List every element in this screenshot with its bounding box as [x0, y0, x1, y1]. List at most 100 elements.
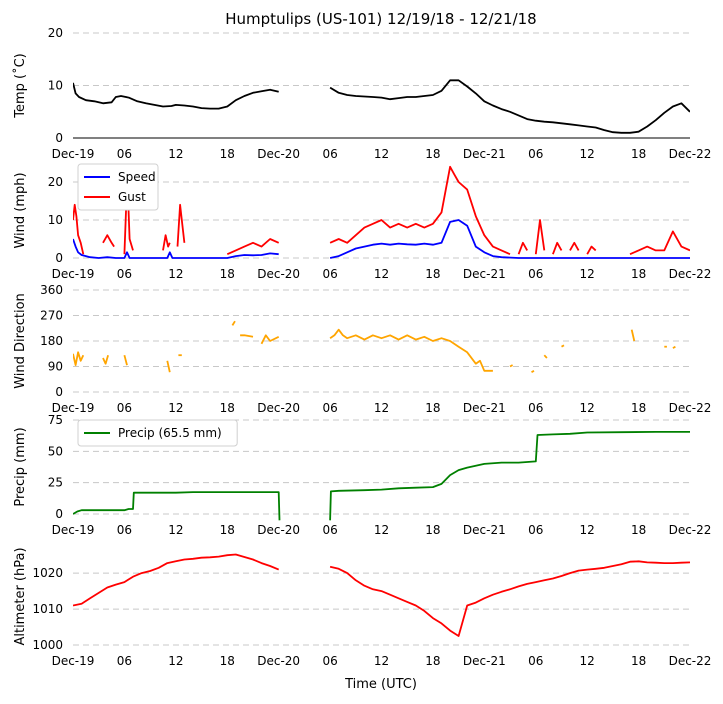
x-tick-label: 18	[425, 267, 440, 281]
y-tick-label: 10	[48, 79, 63, 93]
series-line-direction	[561, 344, 565, 348]
series-line-direction	[102, 354, 109, 365]
x-tick-label: Dec-19	[52, 147, 95, 161]
series-line-gust	[534, 219, 546, 255]
y-axis-label: Temp (˚C)	[12, 53, 28, 119]
series-line-precip	[329, 430, 690, 521]
series-line-direction	[543, 354, 548, 359]
x-tick-label: 06	[322, 654, 337, 668]
y-tick-label: 270	[40, 309, 63, 323]
series-line-gust	[102, 234, 115, 248]
series-line-direction	[329, 328, 493, 372]
series-line-temp	[329, 79, 690, 134]
legend-label: Speed	[118, 170, 156, 184]
y-tick-label: 75	[48, 413, 63, 427]
x-tick-label: 18	[631, 523, 646, 537]
panel-3: 0 25 50 75 Dec-19 06 12 18 Dec-20 06 12 18 Dec-21 06 1…	[13, 413, 711, 537]
y-tick-label: 180	[40, 334, 63, 348]
series-line-gust	[629, 230, 690, 256]
legend-label: Precip (65.5 mm)	[118, 426, 222, 440]
x-tick-label: 06	[322, 147, 337, 161]
legend-box	[77, 163, 159, 211]
x-tick-label: 06	[117, 401, 132, 415]
x-tick-label: 12	[580, 147, 595, 161]
y-tick-label: 360	[40, 283, 63, 297]
series-line-direction	[630, 329, 636, 342]
series-line-direction	[123, 354, 128, 366]
y-tick-label: 20	[48, 26, 63, 40]
series-line-direction	[531, 370, 535, 373]
y-tick-label: 0	[55, 251, 63, 265]
y-tick-label: 0	[55, 131, 63, 145]
legend-box	[77, 419, 238, 447]
x-tick-label: Dec-20	[257, 147, 300, 161]
x-tick-label: Dec-21	[463, 654, 506, 668]
x-tick-label: Dec-20	[257, 401, 300, 415]
series-line-direction	[73, 351, 85, 367]
x-axis-label: Time (UTC)	[344, 677, 417, 692]
x-tick-label: Dec-22	[669, 147, 712, 161]
series-line-direction	[166, 360, 171, 373]
y-axis-label: Precip (mm)	[13, 427, 28, 506]
y-axis-label: Altimeter (hPa)	[13, 547, 28, 645]
series-line-gust	[517, 241, 528, 255]
x-tick-label: 12	[374, 654, 389, 668]
x-tick-label: 12	[374, 401, 389, 415]
x-tick-label: 12	[374, 523, 389, 537]
x-tick-label: 18	[425, 523, 440, 537]
series-line-direction	[260, 334, 280, 345]
y-axis-label: Wind (mph)	[13, 172, 28, 248]
x-tick-label: 12	[580, 401, 595, 415]
x-tick-label: Dec-21	[463, 267, 506, 281]
x-tick-label: Dec-22	[669, 654, 712, 668]
x-tick-label: 06	[528, 654, 543, 668]
x-tick-label: 06	[528, 523, 543, 537]
x-tick-label: Dec-19	[52, 401, 95, 415]
series-line-gust	[552, 241, 563, 255]
x-tick-label: 18	[220, 267, 235, 281]
series-line-gust	[226, 238, 280, 256]
x-tick-label: 12	[168, 401, 183, 415]
x-tick-label: 06	[528, 401, 543, 415]
y-tick-label: 1010	[32, 602, 63, 616]
x-tick-label: 12	[168, 654, 183, 668]
panel-4: 1000 1010 1020 Dec-19 06 12 18 Dec-20 06 12 18 Dec-…	[13, 547, 711, 668]
y-tick-label: 1020	[32, 566, 63, 580]
series-line-speed	[73, 238, 279, 259]
series-line-altimeter	[73, 553, 280, 607]
x-tick-label: Dec-21	[463, 401, 506, 415]
y-tick-label: 1000	[32, 638, 63, 652]
panel-1: 0 10 20 Dec-19 06 12 18 Dec-20 06 12 18 Dec-21 06 12 1…	[13, 163, 712, 281]
y-tick-label: 10	[48, 213, 63, 227]
x-tick-label: 12	[168, 267, 183, 281]
series-line-direction	[509, 364, 514, 368]
series-line-gust	[586, 245, 597, 255]
y-tick-label: 0	[55, 507, 63, 521]
x-tick-label: Dec-21	[463, 523, 506, 537]
x-tick-label: 18	[220, 147, 235, 161]
x-tick-label: Dec-22	[669, 267, 712, 281]
y-tick-label: 50	[48, 444, 63, 458]
series-line-direction	[672, 345, 676, 349]
series-line-gust	[569, 241, 580, 251]
series-line-precip	[73, 491, 281, 521]
x-tick-label: 18	[425, 654, 440, 668]
x-tick-label: 06	[528, 147, 543, 161]
y-tick-label: 0	[55, 385, 63, 399]
x-tick-label: 12	[374, 147, 389, 161]
x-tick-label: 18	[425, 401, 440, 415]
x-tick-label: 12	[580, 523, 595, 537]
x-tick-label: 18	[220, 401, 235, 415]
x-tick-label: 12	[374, 267, 389, 281]
x-tick-label: 18	[631, 267, 646, 281]
x-tick-label: 18	[631, 401, 646, 415]
chart-title: Humptulips (US-101) 12/19/18 - 12/21/18	[225, 10, 536, 28]
x-tick-label: 18	[425, 147, 440, 161]
x-tick-label: 18	[631, 654, 646, 668]
x-tick-label: 06	[322, 401, 337, 415]
y-axis-label: Wind Direction	[13, 293, 28, 389]
y-tick-label: 25	[48, 476, 63, 490]
x-tick-label: 06	[322, 523, 337, 537]
x-tick-label: Dec-22	[669, 523, 712, 537]
